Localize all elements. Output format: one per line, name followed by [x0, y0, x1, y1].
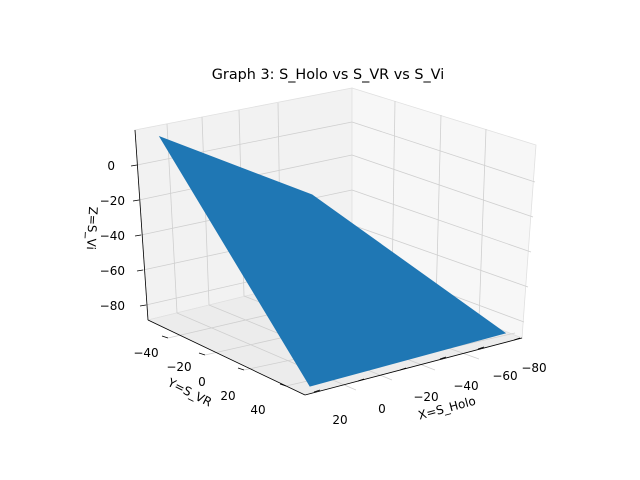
y-tick-label: 40 — [250, 403, 265, 417]
z-tick-labels: 0 −20 −40 −60 −80 — [100, 159, 125, 313]
z-tick-label: −40 — [100, 229, 125, 243]
x-tick-label: 20 — [332, 413, 347, 427]
x-tick-label: −80 — [521, 361, 546, 375]
y-tick-label: 0 — [198, 375, 206, 389]
z-tick-label: −80 — [100, 299, 125, 313]
x-axis-line — [304, 337, 523, 396]
z-axis-line — [134, 129, 149, 321]
x-tick-label: −20 — [413, 390, 438, 404]
z-tick-label: −20 — [100, 194, 125, 208]
x-tick-label: −60 — [492, 369, 517, 383]
y-tick-label: −20 — [166, 360, 191, 374]
z-tick-label: −60 — [100, 264, 125, 278]
y-tick-labels: −40 −20 0 20 40 — [133, 346, 265, 417]
tick-marks — [130, 164, 521, 393]
x-tick-labels: −80 −60 −40 −20 0 20 — [332, 361, 546, 427]
chart-title: Graph 3: S_Holo vs S_VR vs S_Vi — [212, 67, 444, 83]
surface-plane — [158, 136, 507, 387]
y-tick-label: −40 — [133, 346, 158, 360]
x-tick-label: 0 — [378, 402, 386, 416]
z-axis-label: Z=S_Vi — [84, 206, 100, 250]
x-tick-label: −40 — [453, 379, 478, 393]
y-tick-label: 20 — [220, 389, 235, 403]
z-tick-label: 0 — [107, 159, 115, 173]
y-axis-line — [147, 319, 306, 396]
